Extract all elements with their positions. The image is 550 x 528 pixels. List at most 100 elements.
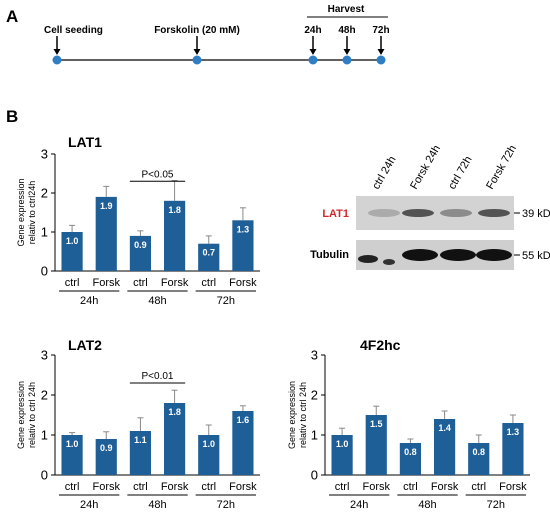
blot-band: [358, 255, 378, 263]
arrow-down-icon: [53, 49, 61, 55]
x-tick-label: Forsk: [229, 277, 257, 289]
data-label: 1.1: [134, 435, 147, 445]
bar: [468, 443, 490, 475]
x-tick-label: ctrl: [133, 277, 148, 289]
bar: [433, 419, 456, 475]
lane-label: ctrl 72h: [446, 154, 474, 191]
bar: [61, 435, 83, 475]
blot-band: [368, 209, 400, 217]
timepoint-label: 72h: [372, 25, 389, 36]
arrow-down-icon: [309, 49, 317, 55]
chart-lat1: LAT1 Gene expressionrelativ to ctrl24h 0 1 2…: [16, 134, 260, 307]
row-label-tubulin: Tubulin: [310, 249, 349, 261]
y-tick-label: 0: [41, 264, 48, 279]
timepoint-marker: [308, 55, 318, 65]
data-label: 0.9: [100, 443, 113, 453]
data-label: 0.8: [472, 447, 485, 457]
bar: [61, 232, 83, 271]
group-label: 48h: [148, 295, 166, 307]
group-label: 24h: [350, 499, 368, 511]
timepoint-label: 48h: [338, 25, 355, 36]
timepoint-label: 24h: [304, 25, 321, 36]
bar: [198, 435, 220, 475]
bar: [502, 423, 524, 475]
timepoint-marker: [52, 55, 62, 65]
timepoint-label: Cell seeding: [44, 25, 103, 36]
data-label: 1.4: [438, 423, 451, 433]
kda-label: 55 kDa: [522, 250, 550, 262]
y-tick-label: 2: [311, 388, 318, 403]
arrow-down-icon: [193, 49, 201, 55]
blot-band: [440, 249, 476, 261]
y-axis-label-line: relativ to ctrl24h: [27, 181, 37, 245]
panel-b-letter: B: [6, 107, 18, 126]
y-tick-label: 3: [311, 348, 318, 363]
bar: [129, 431, 152, 475]
x-tick-label: Forsk: [431, 481, 459, 493]
x-tick-label: ctrl: [403, 481, 418, 493]
data-label: 1.8: [168, 407, 181, 417]
data-label: 1.3: [237, 224, 250, 234]
data-label: 1.8: [168, 205, 181, 215]
timepoint-marker: [192, 55, 202, 65]
x-tick-label: Forsk: [363, 481, 391, 493]
x-tick-label: ctrl: [65, 481, 80, 493]
y-axis-label: Gene expressionrelativ to ctrl 24h: [16, 381, 37, 449]
bar: [95, 196, 117, 271]
group-label: 24h: [80, 499, 98, 511]
data-label: 1.3: [507, 427, 520, 437]
bar: [232, 411, 254, 475]
x-tick-label: Forsk: [229, 481, 257, 493]
bar: [163, 403, 186, 475]
bar: [399, 443, 422, 475]
x-tick-label: Forsk: [161, 481, 189, 493]
chart-4f2hc: 4F2hc Gene expressionrelativ to ctrl 24h 0…: [287, 337, 530, 511]
western-blot: ctrl 24h Forsk 24h ctrl 72h Forsk 72h LAT1 Tu…: [310, 143, 550, 270]
blot-band: [402, 209, 434, 217]
y-tick-label: 0: [41, 468, 48, 483]
timepoint-label: Forskolin (20 mM): [154, 25, 240, 36]
data-label: 0.7: [202, 248, 215, 258]
data-label: 0.9: [134, 240, 147, 250]
bar: [129, 235, 152, 271]
blot-band: [383, 259, 395, 265]
blot-band: [402, 249, 438, 261]
x-tick-label: ctrl: [65, 277, 80, 289]
y-tick-label: 3: [41, 348, 48, 363]
x-tick-label: ctrl: [335, 481, 350, 493]
y-tick-label: 1: [41, 225, 48, 240]
blot-band: [440, 209, 472, 217]
bar: [365, 415, 387, 475]
row-label-lat1: LAT1: [322, 208, 349, 220]
data-label: 1.0: [336, 439, 349, 449]
x-tick-label: ctrl: [201, 481, 216, 493]
group-label: 48h: [418, 499, 436, 511]
lane-label: ctrl 24h: [370, 154, 398, 191]
bar: [163, 200, 186, 271]
y-axis-label-line: Gene expression: [16, 381, 26, 449]
x-tick-label: Forsk: [93, 277, 121, 289]
chart-title: LAT1: [68, 134, 102, 150]
blot-band: [476, 249, 512, 261]
bar: [198, 243, 220, 271]
kda-label: 39 kDa: [522, 208, 550, 220]
data-label: 1.0: [202, 439, 215, 449]
harvest-label: Harvest: [328, 4, 365, 15]
blot-band: [478, 209, 510, 217]
chart-title: 4F2hc: [360, 337, 401, 353]
y-axis-label-line: relativ to ctrl 24h: [298, 382, 308, 448]
y-tick-label: 1: [311, 428, 318, 443]
data-label: 1.0: [66, 236, 79, 246]
y-tick-label: 2: [41, 388, 48, 403]
bar: [232, 220, 254, 271]
arrow-down-icon: [343, 49, 351, 55]
arrow-down-icon: [377, 49, 385, 55]
timeline: Cell seeding Forskolin (20 mM) 24h 48h 72h Ha…: [44, 4, 390, 65]
bar: [95, 439, 117, 475]
data-label: 1.5: [370, 419, 383, 429]
x-tick-label: Forsk: [499, 481, 527, 493]
panel-a-letter: A: [6, 7, 18, 26]
chart-lat2: LAT2 Gene expressionrelativ to ctrl 24h 0 1…: [16, 337, 260, 511]
y-tick-label: 0: [311, 468, 318, 483]
